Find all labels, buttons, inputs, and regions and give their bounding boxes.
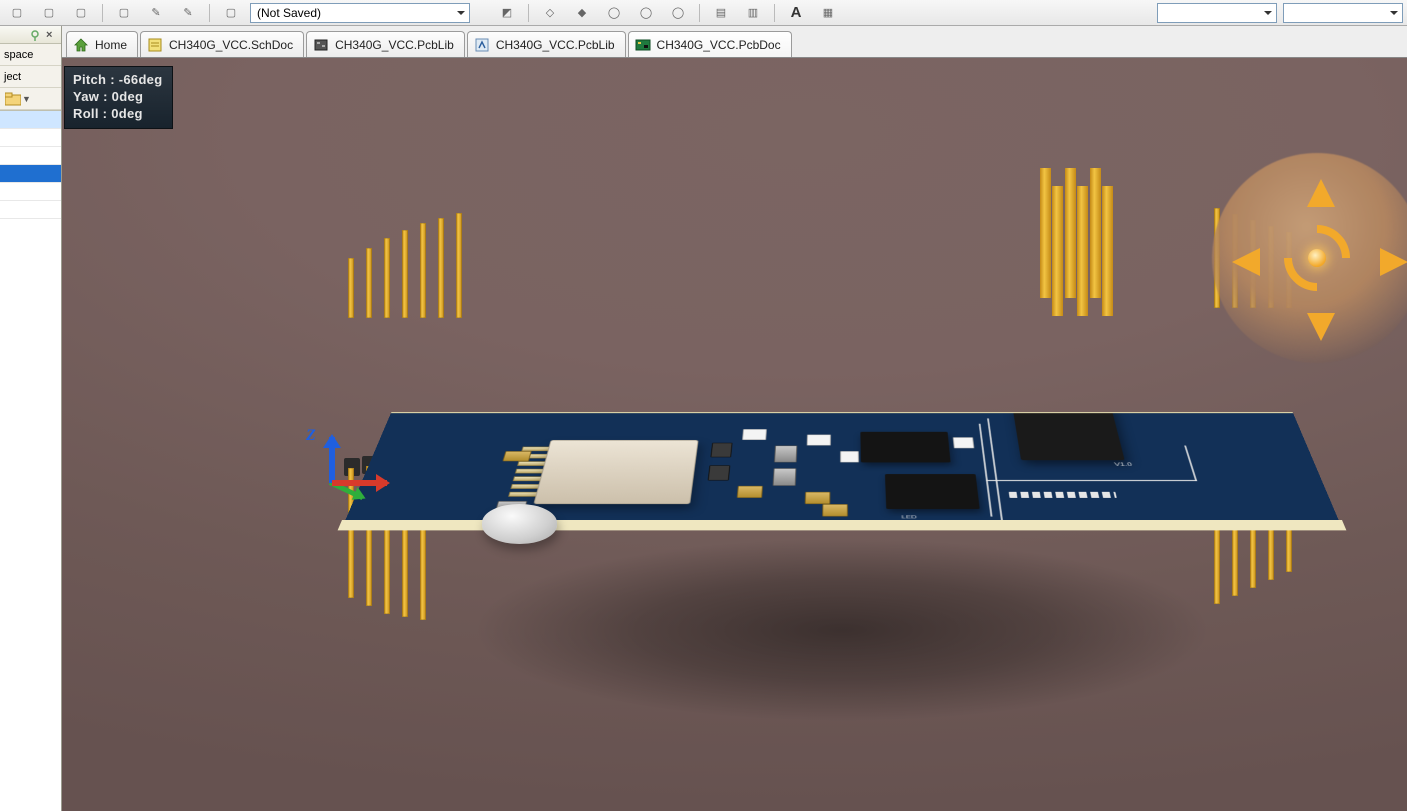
toolbar-icon[interactable]: ▢ <box>111 3 137 23</box>
smd-cap <box>708 465 731 480</box>
toolbar-icon[interactable]: ◯ <box>665 3 691 23</box>
smd-cap <box>742 429 767 440</box>
grid-row[interactable] <box>0 129 61 147</box>
view-config-combo[interactable]: (Not Saved) <box>250 3 470 23</box>
toolbar-icon[interactable]: ▥ <box>740 3 766 23</box>
tab-pcblib[interactable]: CH340G_VCC.PcbLib <box>306 31 465 57</box>
toolbar-icon[interactable]: ◇ <box>537 3 563 23</box>
toolbar-combo[interactable] <box>1283 3 1403 23</box>
toolbar-combo[interactable] <box>1157 3 1277 23</box>
toolbar-icon[interactable]: ✎ <box>143 3 169 23</box>
smd-cap <box>805 492 831 504</box>
side-panel: × space ject ▼ <box>0 26 62 811</box>
grid-row[interactable] <box>0 183 61 201</box>
smd-res <box>774 446 797 463</box>
toolbar-icon[interactable]: ▤ <box>708 3 734 23</box>
tab-label: CH340G_VCC.PcbLib <box>496 38 615 52</box>
tab-label: Home <box>95 38 127 52</box>
grid-row[interactable] <box>0 165 61 183</box>
smd-cap <box>840 451 859 462</box>
panel-text: space <box>4 49 33 61</box>
toolbar-separator <box>102 4 103 22</box>
smd-cap <box>953 437 975 448</box>
toolbar-icon[interactable]: ◯ <box>633 3 659 23</box>
pcblib-icon <box>474 37 490 53</box>
toolbar-icon[interactable]: ▢ <box>68 3 94 23</box>
toolbar-icon[interactable]: ▢ <box>4 3 30 23</box>
smd-cap <box>737 486 763 498</box>
programming-header-body <box>1012 412 1124 460</box>
silk-version: V1.0 <box>1114 461 1133 467</box>
hud-pitch: Pitch : -66deg <box>73 71 162 88</box>
toolbar-icon[interactable]: ▦ <box>815 3 841 23</box>
main-ic <box>533 440 698 504</box>
programming-header-pins <box>1052 186 1113 316</box>
tab-label: CH340G_VCC.PcbLib <box>335 38 454 52</box>
orbit-center-icon[interactable] <box>1308 249 1326 267</box>
hud-yaw: Yaw : 0deg <box>73 88 162 105</box>
toolbar-separator <box>699 4 700 22</box>
board-shadow <box>332 538 1352 768</box>
grid-row[interactable] <box>0 111 61 129</box>
pcblib-icon <box>313 37 329 53</box>
orbit-down-arrow[interactable] <box>1307 313 1335 355</box>
tab-pcbdoc[interactable]: CH340G_VCC.PcbDoc <box>628 31 792 57</box>
z-axis <box>329 437 335 483</box>
panel-row[interactable]: ject <box>0 66 61 88</box>
tab-label: CH340G_VCC.PcbDoc <box>657 38 781 52</box>
toolbar-separator <box>774 4 775 22</box>
toolbar-icon[interactable]: ◯ <box>601 3 627 23</box>
hud-roll: Roll : 0deg <box>73 105 162 122</box>
orbit-right-arrow[interactable] <box>1380 248 1407 276</box>
main-toolbar: ▢ ▢ ▢ ▢ ✎ ✎ ▢ (Not Saved) ◩ ◇ ◆ ◯ ◯ ◯ ▤ … <box>0 0 1407 26</box>
toolbar-separator <box>209 4 210 22</box>
grid-row[interactable] <box>0 147 61 165</box>
bottom-component <box>482 504 557 544</box>
smd-res <box>773 468 797 486</box>
toolbar-icon[interactable]: ✎ <box>175 3 201 23</box>
smd-cap <box>822 504 848 516</box>
x-axis <box>332 480 387 486</box>
folder-icon[interactable] <box>4 89 22 109</box>
schdoc-icon <box>147 37 163 53</box>
grid-row[interactable] <box>0 201 61 219</box>
3d-nav-orb[interactable] <box>1212 153 1407 363</box>
pin-icon[interactable] <box>28 28 42 42</box>
panel-grid[interactable] <box>0 110 61 811</box>
panel-text: ject <box>4 71 21 83</box>
toolbar-icon[interactable]: ◆ <box>569 3 595 23</box>
castellation-pads <box>1009 492 1117 498</box>
regulator-ic <box>885 474 980 509</box>
orbit-up-arrow[interactable] <box>1307 165 1335 207</box>
tab-pcblib[interactable]: CH340G_VCC.PcbLib <box>467 31 626 57</box>
home-icon <box>73 37 89 53</box>
smd-cap <box>807 435 831 446</box>
toolbar-icon[interactable]: ▢ <box>218 3 244 23</box>
panel-mini-toolbar: ▼ <box>0 88 61 110</box>
axis-gizmo[interactable]: Z <box>292 433 392 533</box>
pcbdoc-icon <box>635 37 651 53</box>
orbit-left-arrow[interactable] <box>1218 248 1260 276</box>
text-tool-icon[interactable]: A <box>783 3 809 23</box>
close-icon[interactable]: × <box>46 29 58 41</box>
toolbar-separator <box>528 4 529 22</box>
silk-text: LED <box>901 514 917 520</box>
smd-cap <box>502 451 531 461</box>
toolbar-icon[interactable]: ◩ <box>494 3 520 23</box>
tab-label: CH340G_VCC.SchDoc <box>169 38 293 52</box>
orientation-hud: Pitch : -66deg Yaw : 0deg Roll : 0deg <box>64 66 173 129</box>
smd-cap <box>710 443 732 458</box>
panel-header: × <box>0 26 61 44</box>
tab-home[interactable]: Home <box>66 31 138 57</box>
document-tabs: Home CH340G_VCC.SchDoc CH340G_VCC.PcbLib… <box>62 26 1407 58</box>
panel-row[interactable]: space <box>0 44 61 66</box>
tab-schdoc[interactable]: CH340G_VCC.SchDoc <box>140 31 304 57</box>
z-axis-label: Z <box>306 427 316 445</box>
regulator-ic <box>860 432 950 463</box>
pcb-3d-viewport[interactable]: Pitch : -66deg Yaw : 0deg Roll : 0deg <box>62 58 1407 811</box>
toolbar-icon[interactable]: ▢ <box>36 3 62 23</box>
